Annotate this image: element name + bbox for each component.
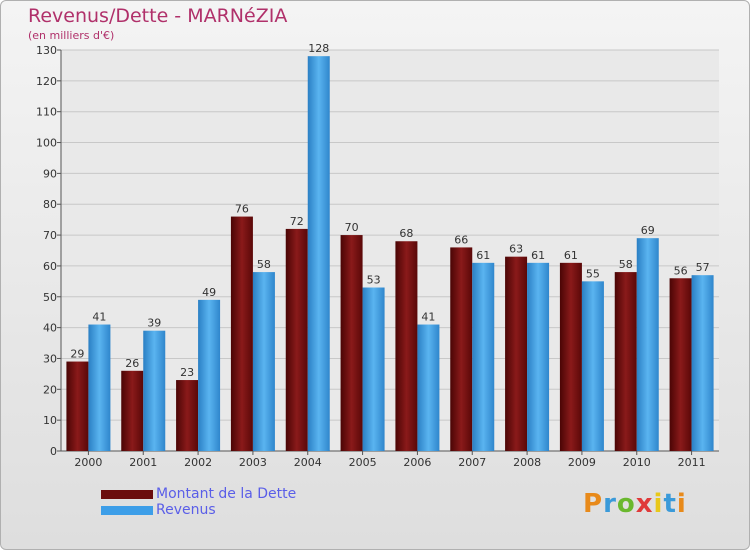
- bar-revenue: [88, 324, 111, 451]
- y-tick-label: 10: [43, 414, 57, 427]
- logo-letter: o: [616, 489, 636, 519]
- data-label-debt: 72: [290, 215, 304, 228]
- x-tick-label: 2008: [513, 456, 541, 469]
- data-label-revenue: 58: [257, 258, 271, 271]
- bar-debt: [395, 241, 418, 451]
- y-tick-label: 80: [43, 198, 57, 211]
- x-tick-label: 2001: [129, 456, 157, 469]
- data-label-revenue: 41: [421, 311, 435, 324]
- y-tick-label: 110: [36, 106, 57, 119]
- data-label-debt: 61: [564, 249, 578, 262]
- y-tick-label: 90: [43, 167, 57, 180]
- legend-label-revenue: Revenus: [156, 502, 216, 518]
- legend-label-debt: Montant de la Dette: [156, 486, 297, 502]
- bar-debt: [66, 361, 89, 451]
- data-label-revenue: 61: [531, 249, 545, 262]
- x-tick-label: 2010: [623, 456, 651, 469]
- plot-area: [61, 50, 719, 451]
- bar-revenue: [417, 324, 440, 451]
- y-tick-label: 100: [36, 137, 57, 150]
- bar-debt: [176, 380, 199, 451]
- x-tick-label: 2005: [349, 456, 377, 469]
- bar-debt: [285, 228, 308, 451]
- proxiti-logo: Proxiti: [583, 489, 687, 519]
- data-label-revenue: 53: [367, 274, 381, 287]
- x-tick-label: 2011: [678, 456, 706, 469]
- y-tick-label: 40: [43, 322, 57, 335]
- x-tick-label: 2003: [239, 456, 267, 469]
- bar-revenue: [581, 281, 604, 451]
- legend-swatch-revenue: [101, 506, 153, 515]
- bar-revenue: [307, 56, 330, 452]
- bar-debt: [450, 247, 473, 451]
- data-label-revenue: 69: [641, 224, 655, 237]
- data-label-debt: 23: [180, 366, 194, 379]
- data-label-debt: 70: [345, 221, 359, 234]
- y-tick-label: 30: [43, 352, 57, 365]
- logo-letter: i: [653, 489, 664, 519]
- y-tick-label: 0: [50, 445, 57, 458]
- logo-letter: P: [583, 489, 604, 519]
- bar-revenue: [636, 238, 659, 451]
- legend-swatch-debt: [101, 490, 153, 499]
- logo-letter: i: [676, 489, 687, 519]
- logo-letter: t: [663, 489, 677, 519]
- x-tick-label: 2002: [184, 456, 212, 469]
- data-label-revenue: 49: [202, 286, 216, 299]
- data-label-revenue: 57: [696, 261, 710, 274]
- y-tick-label: 70: [43, 229, 57, 242]
- x-tick-label: 2007: [458, 456, 486, 469]
- logo-letter: r: [603, 489, 617, 519]
- chart-subtitle: (en milliers d'€): [28, 29, 115, 42]
- chart-title: Revenus/Dette - MARNéZIA: [28, 5, 288, 27]
- x-tick-label: 2000: [74, 456, 102, 469]
- y-tick-label: 20: [43, 383, 57, 396]
- bar-debt: [614, 272, 637, 451]
- data-label-debt: 56: [674, 264, 688, 277]
- data-label-revenue: 39: [147, 317, 161, 330]
- bar-revenue: [143, 330, 166, 451]
- data-label-debt: 29: [70, 348, 84, 361]
- bar-debt: [669, 278, 692, 451]
- bar-revenue: [252, 272, 275, 451]
- data-label-debt: 76: [235, 203, 249, 216]
- x-tick-label: 2006: [403, 456, 431, 469]
- x-tick-label: 2004: [294, 456, 322, 469]
- y-tick-label: 50: [43, 291, 57, 304]
- bar-debt: [340, 235, 363, 451]
- data-label-revenue: 55: [586, 267, 600, 280]
- bar-revenue: [198, 299, 221, 451]
- logo-letter: x: [635, 489, 654, 519]
- data-label-debt: 63: [509, 243, 523, 256]
- data-label-debt: 66: [454, 233, 468, 246]
- bar-debt: [121, 370, 144, 451]
- data-label-debt: 68: [399, 227, 413, 240]
- y-tick-label: 120: [36, 75, 57, 88]
- bar-revenue: [691, 275, 714, 451]
- bar-revenue: [362, 287, 385, 451]
- data-label-revenue: 41: [92, 311, 106, 324]
- y-tick-label: 130: [36, 44, 57, 57]
- bar-debt: [230, 216, 253, 451]
- x-tick-label: 2009: [568, 456, 596, 469]
- data-label-debt: 58: [619, 258, 633, 271]
- bar-debt: [505, 256, 528, 451]
- data-label-revenue: 128: [308, 42, 329, 55]
- bar-revenue: [472, 262, 495, 451]
- data-label-revenue: 61: [476, 249, 490, 262]
- y-tick-label: 60: [43, 260, 57, 273]
- bar-debt: [559, 262, 582, 451]
- bar-revenue: [527, 262, 550, 451]
- data-label-debt: 26: [125, 357, 139, 370]
